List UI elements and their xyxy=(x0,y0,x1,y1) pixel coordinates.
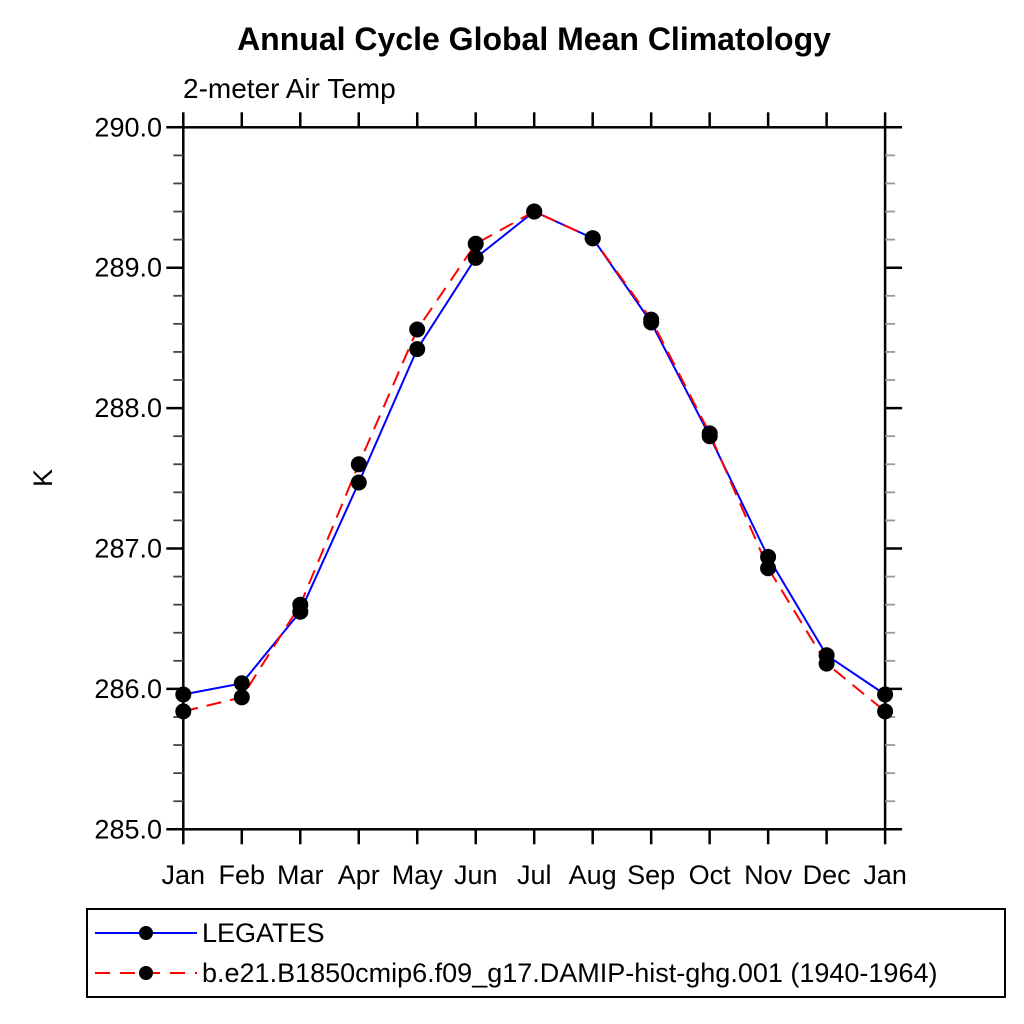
data-point-marker-s0 xyxy=(409,341,426,358)
y-tick-label: 290.0 xyxy=(94,112,162,142)
legend-row-model: b.e21.B1850cmip6.f09_g17.DAMIP-hist-ghg.… xyxy=(92,956,1004,990)
data-point-marker-s1 xyxy=(409,321,426,338)
x-tick-label: Dec xyxy=(803,860,851,890)
legend: LEGATES b.e21.B1850cmip6.f09_g17.DAMIP-h… xyxy=(86,908,1006,998)
legend-label: b.e21.B1850cmip6.f09_g17.DAMIP-hist-ghg.… xyxy=(202,957,938,988)
y-tick-label: 289.0 xyxy=(94,253,162,283)
legend-sample-dashed-red-line xyxy=(95,966,197,980)
data-point-marker-s0 xyxy=(877,686,894,703)
chart-subtitle: 2-meter Air Temp xyxy=(183,73,396,104)
data-point-marker-s1 xyxy=(233,689,250,706)
series-line-1 xyxy=(183,210,886,713)
x-tick-label: Oct xyxy=(689,860,732,890)
legend-label: LEGATES xyxy=(202,917,325,948)
data-point-marker-s1 xyxy=(760,560,777,577)
chart-title: Annual Cycle Global Mean Climatology xyxy=(237,21,831,57)
x-tick-label: Apr xyxy=(338,860,380,890)
data-point-marker-s0 xyxy=(175,686,192,703)
y-tick-label: 288.0 xyxy=(94,393,162,423)
x-tick-label: Feb xyxy=(219,860,266,890)
data-point-marker-s0 xyxy=(467,249,484,266)
data-point-marker-s1 xyxy=(643,311,660,328)
data-point-marker-s1 xyxy=(701,425,718,442)
x-tick-label: Jan xyxy=(162,860,206,890)
x-tick-label: Nov xyxy=(744,860,793,890)
x-tick-label: Jul xyxy=(517,860,552,890)
data-point-marker-s1 xyxy=(350,456,367,473)
data-point-marker-s1 xyxy=(584,230,601,247)
y-tick-label: 285.0 xyxy=(94,814,162,844)
x-tick-label: Mar xyxy=(277,860,324,890)
data-point-marker-s1 xyxy=(467,235,484,252)
legend-sample-solid-blue-line xyxy=(95,926,197,940)
x-tick-label: Jun xyxy=(454,860,498,890)
plot-border xyxy=(182,126,887,831)
data-point-marker-s1 xyxy=(818,655,835,672)
y-tick-label: 287.0 xyxy=(94,534,162,564)
data-point-marker-s1 xyxy=(526,203,543,220)
x-tick-label: Sep xyxy=(627,860,675,890)
x-tick-label: Jan xyxy=(863,860,907,890)
y-tick-label: 286.0 xyxy=(94,674,162,704)
x-tick-label: Aug xyxy=(569,860,617,890)
data-point-marker-s1 xyxy=(292,596,309,613)
plot-area: 285.0 286.0 287.0 288.0 289.0 290.0 Jan Feb Mar A… xyxy=(94,112,907,890)
legend-marker-dot-icon xyxy=(139,926,153,940)
data-point-marker-s1 xyxy=(877,703,894,720)
y-axis-label: K xyxy=(28,469,58,487)
legend-row-legates: LEGATES xyxy=(92,916,1004,950)
data-point-marker-s0 xyxy=(350,474,367,491)
data-point-marker-s0 xyxy=(760,548,777,565)
data-point-marker-s0 xyxy=(233,675,250,692)
x-tick-label: May xyxy=(392,860,444,890)
data-point-marker-s1 xyxy=(175,703,192,720)
legend-marker-dot-icon xyxy=(139,966,153,980)
